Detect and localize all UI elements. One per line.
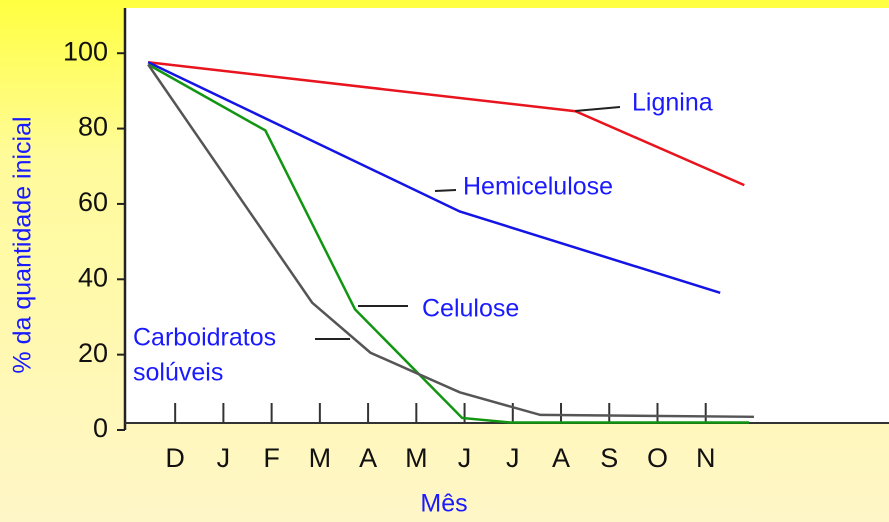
leader-line (434, 189, 457, 192)
plot-area (125, 8, 889, 423)
x-tick-label: A (359, 443, 377, 473)
x-tick-label: O (647, 443, 668, 473)
y-tick-label: 0 (93, 413, 108, 443)
annotation: Carboidratos (133, 324, 276, 352)
series-line (147, 61, 721, 295)
annotation: solúveis (133, 359, 223, 387)
x-tick-label: N (696, 443, 716, 473)
x-tick-label: J (217, 443, 231, 473)
y-axis-label: % da quantidade inicial (9, 116, 37, 373)
x-tick-label: A (552, 443, 570, 473)
x-tick-label: D (165, 443, 185, 473)
annotation: Lignina (632, 89, 713, 117)
leader-line (574, 106, 621, 112)
y-tick-label: 100 (63, 36, 108, 66)
y-tick-label: 60 (78, 187, 108, 217)
x-tick-label: S (600, 443, 618, 473)
y-tick-label: 80 (78, 112, 108, 142)
series-line (147, 63, 754, 419)
y-tick-label: 40 (78, 262, 108, 292)
x-tick-label: M (309, 443, 332, 473)
annotation: Hemicelulose (463, 173, 613, 201)
x-tick-label: J (506, 443, 520, 473)
series-line (147, 63, 750, 424)
annotation: Celulose (422, 295, 519, 323)
x-tick-label: F (263, 443, 280, 473)
x-tick-label: J (458, 443, 472, 473)
x-tick-label: M (405, 443, 428, 473)
y-tick-label: 20 (78, 338, 108, 368)
x-axis-label: Mês (420, 490, 467, 518)
